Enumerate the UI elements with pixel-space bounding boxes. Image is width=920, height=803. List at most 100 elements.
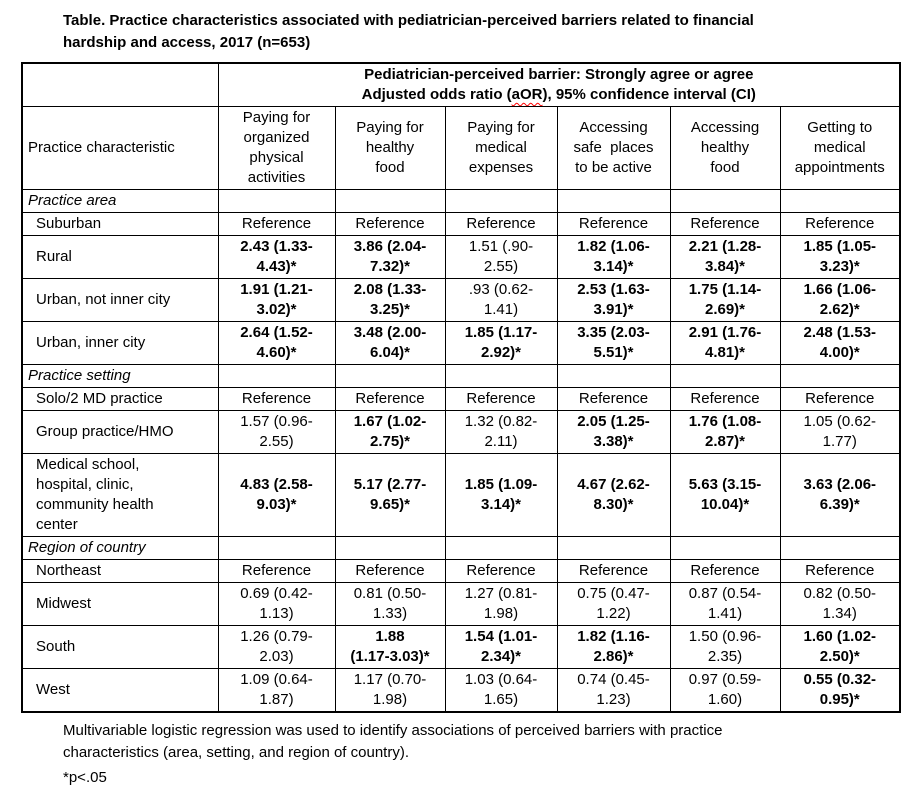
value-cell: 1.27 (0.81- 1.98) (444, 582, 558, 626)
value-cell: 3.35 (2.03- 5.51)* (556, 321, 671, 365)
row-label: South (21, 625, 219, 669)
value-cell: Reference (444, 212, 558, 236)
table-row: West 1.09 (0.64- 1.87) 1.17 (0.70- 1.98) 1.… (21, 668, 901, 713)
empty-cell (779, 364, 901, 388)
table-row: Urban, not inner city 1.91 (1.21- 3.02)* 2… (21, 278, 901, 322)
value-cell: 2.64 (1.52- 4.60)* (217, 321, 336, 365)
span-header-line2-before: Adjusted odds ratio ( (361, 86, 512, 103)
empty-cell (669, 364, 781, 388)
row-label: Solo/2 MD practice (21, 387, 219, 411)
value-cell: 2.48 (1.53- 4.00)* (779, 321, 901, 365)
column-header-accessing-healthy-food: Accessing healthy food (669, 106, 781, 190)
value-cell: 1.09 (0.64- 1.87) (217, 668, 336, 713)
table-row: Group practice/HMO 1.57 (0.96- 2.55) 1.67 … (21, 410, 901, 454)
empty-cell (556, 536, 671, 560)
table-row: Urban, inner city 2.64 (1.52- 4.60)* 3.48 … (21, 321, 901, 365)
significance-note: *p<.05 (63, 769, 107, 786)
empty-cell (779, 189, 901, 213)
empty-cell (779, 536, 901, 560)
value-cell: 3.48 (2.00- 6.04)* (334, 321, 446, 365)
table-title: Table. Practice characteristics associat… (63, 12, 754, 51)
value-cell: Reference (334, 559, 446, 583)
span-header-cell: Pediatrician-perceived barrier: Strongly… (217, 62, 901, 107)
table-row: South 1.26 (0.79- 2.03) 1.88 (1.17-3.03)* 1… (21, 625, 901, 669)
value-cell: 1.91 (1.21- 3.02)* (217, 278, 336, 322)
table-row: Medical school, hospital, clinic, commun… (21, 453, 901, 537)
row-label: Midwest (21, 582, 219, 626)
value-cell: Reference (444, 559, 558, 583)
empty-cell (217, 364, 336, 388)
section-row: Practice area (21, 189, 901, 213)
value-cell: 0.75 (0.47- 1.22) (556, 582, 671, 626)
value-cell: 0.81 (0.50- 1.33) (334, 582, 446, 626)
value-cell: 2.43 (1.33- 4.43)* (217, 235, 336, 279)
row-label: West (21, 668, 219, 713)
value-cell: 0.87 (0.54- 1.41) (669, 582, 781, 626)
span-header-line1: Pediatrician-perceived barrier: Strongly… (364, 66, 754, 83)
row-label: Urban, inner city (21, 321, 219, 365)
value-cell: 1.88 (1.17-3.03)* (334, 625, 446, 669)
row-label: Northeast (21, 559, 219, 583)
empty-cell (444, 364, 558, 388)
value-cell: 0.82 (0.50- 1.34) (779, 582, 901, 626)
value-cell: 0.97 (0.59- 1.60) (669, 668, 781, 713)
column-header-paying-organized-activities: Paying for organized physical activities (217, 106, 336, 190)
value-cell: 1.76 (1.08- 2.87)* (669, 410, 781, 454)
table-row: Solo/2 MD practice Reference Reference Refe… (21, 387, 901, 411)
section-row: Region of country (21, 536, 901, 560)
value-cell: Reference (217, 212, 336, 236)
empty-cell (669, 189, 781, 213)
value-cell: 1.51 (.90- 2.55) (444, 235, 558, 279)
value-cell: 1.85 (1.09- 3.14)* (444, 453, 558, 537)
value-cell: Reference (779, 212, 901, 236)
value-cell: Reference (334, 387, 446, 411)
value-cell: 1.50 (0.96- 2.35) (669, 625, 781, 669)
value-cell: 1.67 (1.02- 2.75)* (334, 410, 446, 454)
value-cell: 4.83 (2.58- 9.03)* (217, 453, 336, 537)
row-label: Suburban (21, 212, 219, 236)
table-row: Suburban Reference Reference Reference Refer… (21, 212, 901, 236)
column-header-paying-healthy-food: Paying for healthy food (334, 106, 446, 190)
value-cell: Reference (217, 387, 336, 411)
span-header-line2-after: ), 95% confidence interval (CI) (542, 86, 756, 103)
value-cell: 1.32 (0.82- 2.11) (444, 410, 558, 454)
empty-cell (556, 364, 671, 388)
value-cell: Reference (779, 387, 901, 411)
value-cell: 0.74 (0.45- 1.23) (556, 668, 671, 713)
value-cell: 2.91 (1.76- 4.81)* (669, 321, 781, 365)
value-cell: Reference (669, 559, 781, 583)
section-label: Practice area (21, 189, 219, 213)
corner-label-cell: Practice characteristic (21, 106, 219, 190)
value-cell: 1.66 (1.06- 2.62)* (779, 278, 901, 322)
section-label: Practice setting (21, 364, 219, 388)
row-label: Urban, not inner city (21, 278, 219, 322)
value-cell: 5.63 (3.15- 10.04)* (669, 453, 781, 537)
value-cell: Reference (669, 212, 781, 236)
value-cell: 1.54 (1.01- 2.34)* (444, 625, 558, 669)
value-cell: 1.82 (1.16- 2.86)* (556, 625, 671, 669)
value-cell: 1.75 (1.14- 2.69)* (669, 278, 781, 322)
value-cell: Reference (556, 559, 671, 583)
column-header-row: Practice characteristic Paying for organ… (21, 106, 901, 190)
value-cell: 3.63 (2.06- 6.39)* (779, 453, 901, 537)
value-cell: 1.17 (0.70- 1.98) (334, 668, 446, 713)
value-cell: Reference (217, 559, 336, 583)
row-label: Medical school, hospital, clinic, commun… (21, 453, 219, 537)
value-cell: Reference (669, 387, 781, 411)
value-cell: 4.67 (2.62- 8.30)* (556, 453, 671, 537)
row-label: Rural (21, 235, 219, 279)
value-cell: 2.08 (1.33- 3.25)* (334, 278, 446, 322)
value-cell: 1.03 (0.64- 1.65) (444, 668, 558, 713)
value-cell: .93 (0.62- 1.41) (444, 278, 558, 322)
value-cell: 1.85 (1.05- 3.23)* (779, 235, 901, 279)
value-cell: 5.17 (2.77- 9.65)* (334, 453, 446, 537)
empty-cell (217, 189, 336, 213)
value-cell: 0.55 (0.32- 0.95)* (779, 668, 901, 713)
value-cell: Reference (444, 387, 558, 411)
value-cell: 1.05 (0.62- 1.77) (779, 410, 901, 454)
column-header-accessing-safe-places: Accessing safe places to be active (556, 106, 671, 190)
section-label: Region of country (21, 536, 219, 560)
value-cell: 2.53 (1.63- 3.91)* (556, 278, 671, 322)
value-cell: 1.85 (1.17- 2.92)* (444, 321, 558, 365)
table-row: Rural 2.43 (1.33- 4.43)* 3.86 (2.04- 7.32)… (21, 235, 901, 279)
